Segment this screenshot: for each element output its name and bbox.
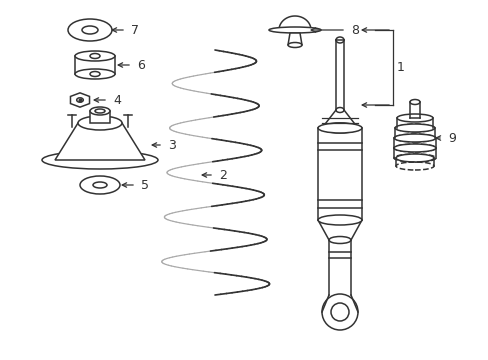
Ellipse shape <box>287 42 302 48</box>
Ellipse shape <box>80 176 120 194</box>
Text: 2: 2 <box>219 168 226 181</box>
Ellipse shape <box>68 19 112 41</box>
Ellipse shape <box>93 182 107 188</box>
Ellipse shape <box>335 108 343 112</box>
Ellipse shape <box>396 114 432 122</box>
Text: 3: 3 <box>168 139 176 152</box>
Polygon shape <box>287 33 302 45</box>
Polygon shape <box>70 93 89 107</box>
Ellipse shape <box>75 69 115 79</box>
Ellipse shape <box>77 98 83 102</box>
Text: 7: 7 <box>131 23 139 36</box>
Text: 4: 4 <box>113 94 121 107</box>
Text: 5: 5 <box>141 179 149 192</box>
Ellipse shape <box>42 151 158 169</box>
Bar <box>75 56 115 74</box>
Ellipse shape <box>90 72 100 77</box>
Text: 8: 8 <box>350 23 358 36</box>
Polygon shape <box>317 220 361 240</box>
Ellipse shape <box>95 109 105 113</box>
Ellipse shape <box>335 37 343 43</box>
Ellipse shape <box>78 116 122 130</box>
Ellipse shape <box>82 26 98 34</box>
Ellipse shape <box>90 107 110 115</box>
Text: 6: 6 <box>137 59 144 72</box>
Ellipse shape <box>394 124 434 132</box>
Polygon shape <box>321 110 357 128</box>
Ellipse shape <box>393 144 435 152</box>
Polygon shape <box>55 123 145 160</box>
Bar <box>90 111 110 123</box>
Polygon shape <box>279 16 310 30</box>
Ellipse shape <box>268 27 320 33</box>
Text: 9: 9 <box>447 131 455 144</box>
Ellipse shape <box>90 54 100 59</box>
Circle shape <box>330 303 348 321</box>
Ellipse shape <box>75 51 115 61</box>
Ellipse shape <box>317 123 361 133</box>
Ellipse shape <box>317 215 361 225</box>
Circle shape <box>321 294 357 330</box>
Ellipse shape <box>409 99 419 104</box>
Ellipse shape <box>393 134 435 142</box>
Ellipse shape <box>321 123 357 133</box>
Text: 1: 1 <box>396 61 404 74</box>
Ellipse shape <box>328 237 350 243</box>
Ellipse shape <box>395 154 433 162</box>
